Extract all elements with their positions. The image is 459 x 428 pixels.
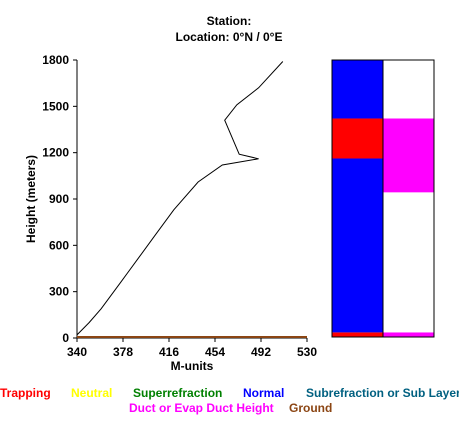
legend-normal: Normal [243, 386, 284, 400]
legend-subrefraction: Subrefraction or Sub Layer [306, 386, 459, 400]
legend-ground: Ground [289, 401, 332, 415]
x-axis-label: M-units [171, 359, 214, 373]
y-tick-label: 1800 [42, 53, 69, 67]
y-tick-label: 1200 [42, 146, 69, 160]
legend: Trapping Neutral Superrefraction Normal … [0, 386, 459, 415]
strip-segment-duct [383, 332, 434, 337]
legend-superrefraction: Superrefraction [133, 386, 222, 400]
strip-segment-normal [332, 158, 383, 333]
refraction-strip [332, 60, 434, 337]
x-ticks: 340 378 416 454 492 530 [67, 338, 317, 359]
station-label: Station: [207, 14, 252, 28]
strip-segment-duct [383, 118, 434, 193]
m-unit-profile-line [76, 61, 284, 336]
strip-segment-trapping [332, 118, 383, 159]
y-tick-label: 600 [49, 238, 69, 252]
x-tick-label: 530 [297, 345, 317, 359]
strip-segment-normal [332, 60, 383, 119]
strip-segment-none [383, 192, 434, 333]
x-tick-label: 454 [205, 345, 225, 359]
legend-duct: Duct or Evap Duct Height [129, 401, 274, 415]
y-axis-label: Height (meters) [24, 155, 38, 243]
y-tick-label: 900 [49, 192, 69, 206]
x-tick-label: 416 [159, 345, 179, 359]
y-tick-label: 1500 [42, 99, 69, 113]
strip-segment-none [383, 60, 434, 119]
x-tick-label: 340 [67, 345, 87, 359]
y-ticks: 0 300 600 900 1200 1500 1800 [42, 53, 77, 345]
legend-trapping: Trapping [0, 386, 51, 400]
x-tick-label: 492 [251, 345, 271, 359]
line-plot: 0 300 600 900 1200 1500 1800 340 378 416 454 492 53… [24, 53, 317, 373]
strip-segment-trapping [332, 332, 383, 337]
location-label: Location: 0°N / 0°E [176, 30, 283, 44]
legend-neutral: Neutral [71, 386, 112, 400]
x-tick-label: 378 [113, 345, 133, 359]
y-tick-label: 0 [62, 331, 69, 345]
y-tick-label: 300 [49, 285, 69, 299]
